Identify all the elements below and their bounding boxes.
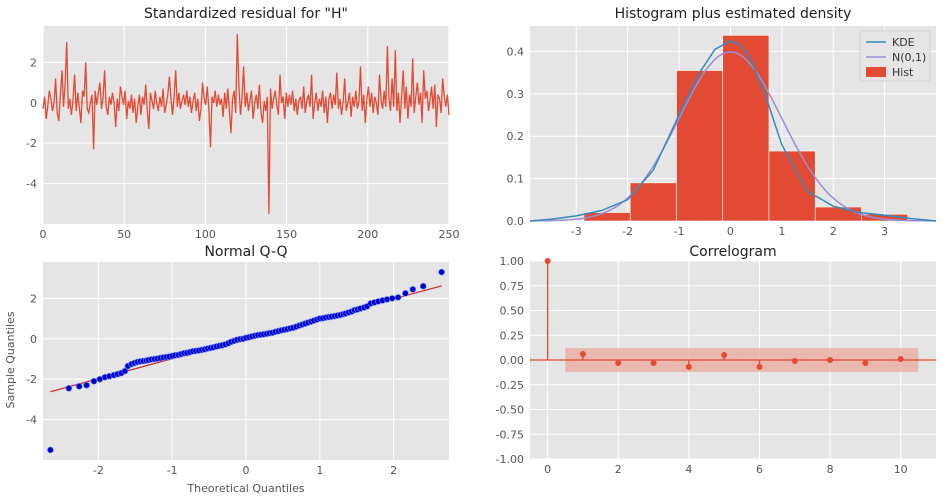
hist-xtick-label: -3	[571, 225, 582, 238]
acf-marker	[579, 351, 586, 358]
qq-xtick-label: -2	[93, 464, 104, 477]
hist-xtick-label: -1	[674, 225, 685, 238]
acf-ytick-label: -0.25	[496, 379, 524, 392]
residual-panel: Standardized residual for "H" 0 50 100 150 2…	[26, 6, 459, 241]
residual-title: Standardized residual for "H"	[144, 6, 348, 22]
qq-point	[83, 381, 90, 389]
normal-density-line	[530, 51, 936, 222]
acf-ytick-label: 0.75	[500, 280, 525, 293]
acf-marker	[650, 359, 657, 366]
qq-panel: Normal Q-Q Theoretical Quantiles Sample …	[4, 244, 449, 495]
correlogram-title: Correlogram	[689, 244, 776, 260]
qq-xtick-label: 2	[390, 464, 397, 477]
qq-point	[47, 446, 54, 454]
acf-marker	[615, 359, 622, 366]
qq-xtick-label: -1	[167, 464, 178, 477]
acf-ytick-label: -0.75	[496, 428, 524, 441]
acf-marker	[685, 363, 692, 370]
hist-xtick-label: 1	[778, 225, 785, 238]
acf-xtick-label: 0	[544, 463, 551, 476]
qq-point	[75, 382, 83, 390]
hist-bar	[629, 182, 677, 222]
hist-ytick-label: 0.4	[507, 45, 525, 58]
qq-point	[65, 384, 73, 392]
qq-point	[409, 285, 417, 293]
resid-xtick-label: 200	[357, 228, 378, 241]
qq-xtick-label: 0	[243, 464, 250, 477]
qq-point	[402, 289, 409, 297]
hist-bar	[722, 35, 770, 222]
hist-xtick-label: 0	[727, 225, 734, 238]
hist-xtick-label: -2	[622, 225, 633, 238]
qq-ylabel: Sample Quantiles	[4, 311, 17, 408]
resid-plot-area	[43, 26, 449, 224]
legend-label: Hist	[892, 66, 914, 79]
qq-point	[90, 377, 98, 385]
legend-label: KDE	[892, 36, 915, 49]
hist-ytick-label: 0.2	[507, 130, 525, 143]
acf-ytick-label: 0.50	[500, 305, 525, 318]
acf-xtick-label: 2	[615, 463, 622, 476]
acf-xtick-label: 8	[827, 463, 834, 476]
legend-swatch	[866, 67, 886, 77]
qq-ytick-label: -4	[26, 414, 37, 427]
resid-xtick-label: 50	[117, 228, 131, 241]
qq-xlabel: Theoretical Quantiles	[186, 482, 304, 495]
acf-ytick-label: 1.00	[500, 255, 525, 268]
resid-series-line	[42, 34, 450, 214]
resid-xtick-label: 0	[40, 228, 47, 241]
hist-ytick-label: 0.1	[507, 173, 525, 186]
qq-ytick-label: 0	[30, 333, 37, 346]
resid-ytick-label: 2	[30, 56, 37, 69]
histogram-panel: Histogram plus estimated density -3 -2 -1 0…	[507, 6, 937, 238]
acf-marker	[756, 363, 763, 370]
acf-xtick-label: 6	[756, 463, 763, 476]
hist-xtick-label: 3	[881, 225, 888, 238]
acf-ytick-label: -0.50	[496, 404, 524, 417]
acf-marker	[897, 356, 904, 363]
acf-marker	[827, 357, 834, 363]
qq-point	[121, 367, 129, 375]
hist-ytick-label: 0.0	[507, 215, 525, 228]
acf-ytick-label: -1.00	[496, 453, 524, 466]
acf-marker	[544, 258, 551, 264]
hist-ytick-label: 0.3	[507, 88, 525, 101]
acf-ytick-label: 0.00	[500, 354, 525, 367]
qq-title: Normal Q-Q	[204, 244, 287, 260]
acf-ytick-label: 0.25	[500, 329, 525, 342]
hist-xtick-label: 2	[830, 225, 837, 238]
acf-marker	[721, 352, 728, 359]
qq-xtick-label: 1	[316, 464, 323, 477]
qq-point	[438, 268, 445, 276]
resid-ytick-label: 0	[30, 97, 37, 110]
resid-xtick-label: 250	[439, 228, 460, 241]
acf-xtick-label: 4	[685, 463, 692, 476]
acf-xtick-label: 10	[894, 463, 908, 476]
resid-ytick-label: -4	[26, 178, 37, 191]
resid-xtick-label: 100	[195, 228, 216, 241]
hist-bar	[814, 206, 862, 222]
qq-point	[394, 294, 402, 301]
qq-point	[388, 295, 396, 302]
acf-marker	[862, 359, 869, 366]
correlogram-panel: Correlogram 0 2 4 6 8 10 -1.00 -0.75 -0.50 -0.25 0…	[496, 244, 936, 476]
hist-bar	[676, 70, 724, 222]
legend-label: N(0,1)	[892, 51, 926, 64]
histogram-title: Histogram plus estimated density	[615, 6, 852, 22]
acf-marker	[791, 357, 798, 364]
resid-xtick-label: 150	[276, 228, 297, 241]
qq-ytick-label: -2	[26, 373, 37, 386]
resid-ytick-label: -2	[26, 137, 37, 150]
qq-point	[419, 282, 427, 290]
kde-line	[529, 39, 937, 222]
hist-bar	[768, 150, 816, 222]
qq-ytick-label: 2	[30, 292, 37, 305]
